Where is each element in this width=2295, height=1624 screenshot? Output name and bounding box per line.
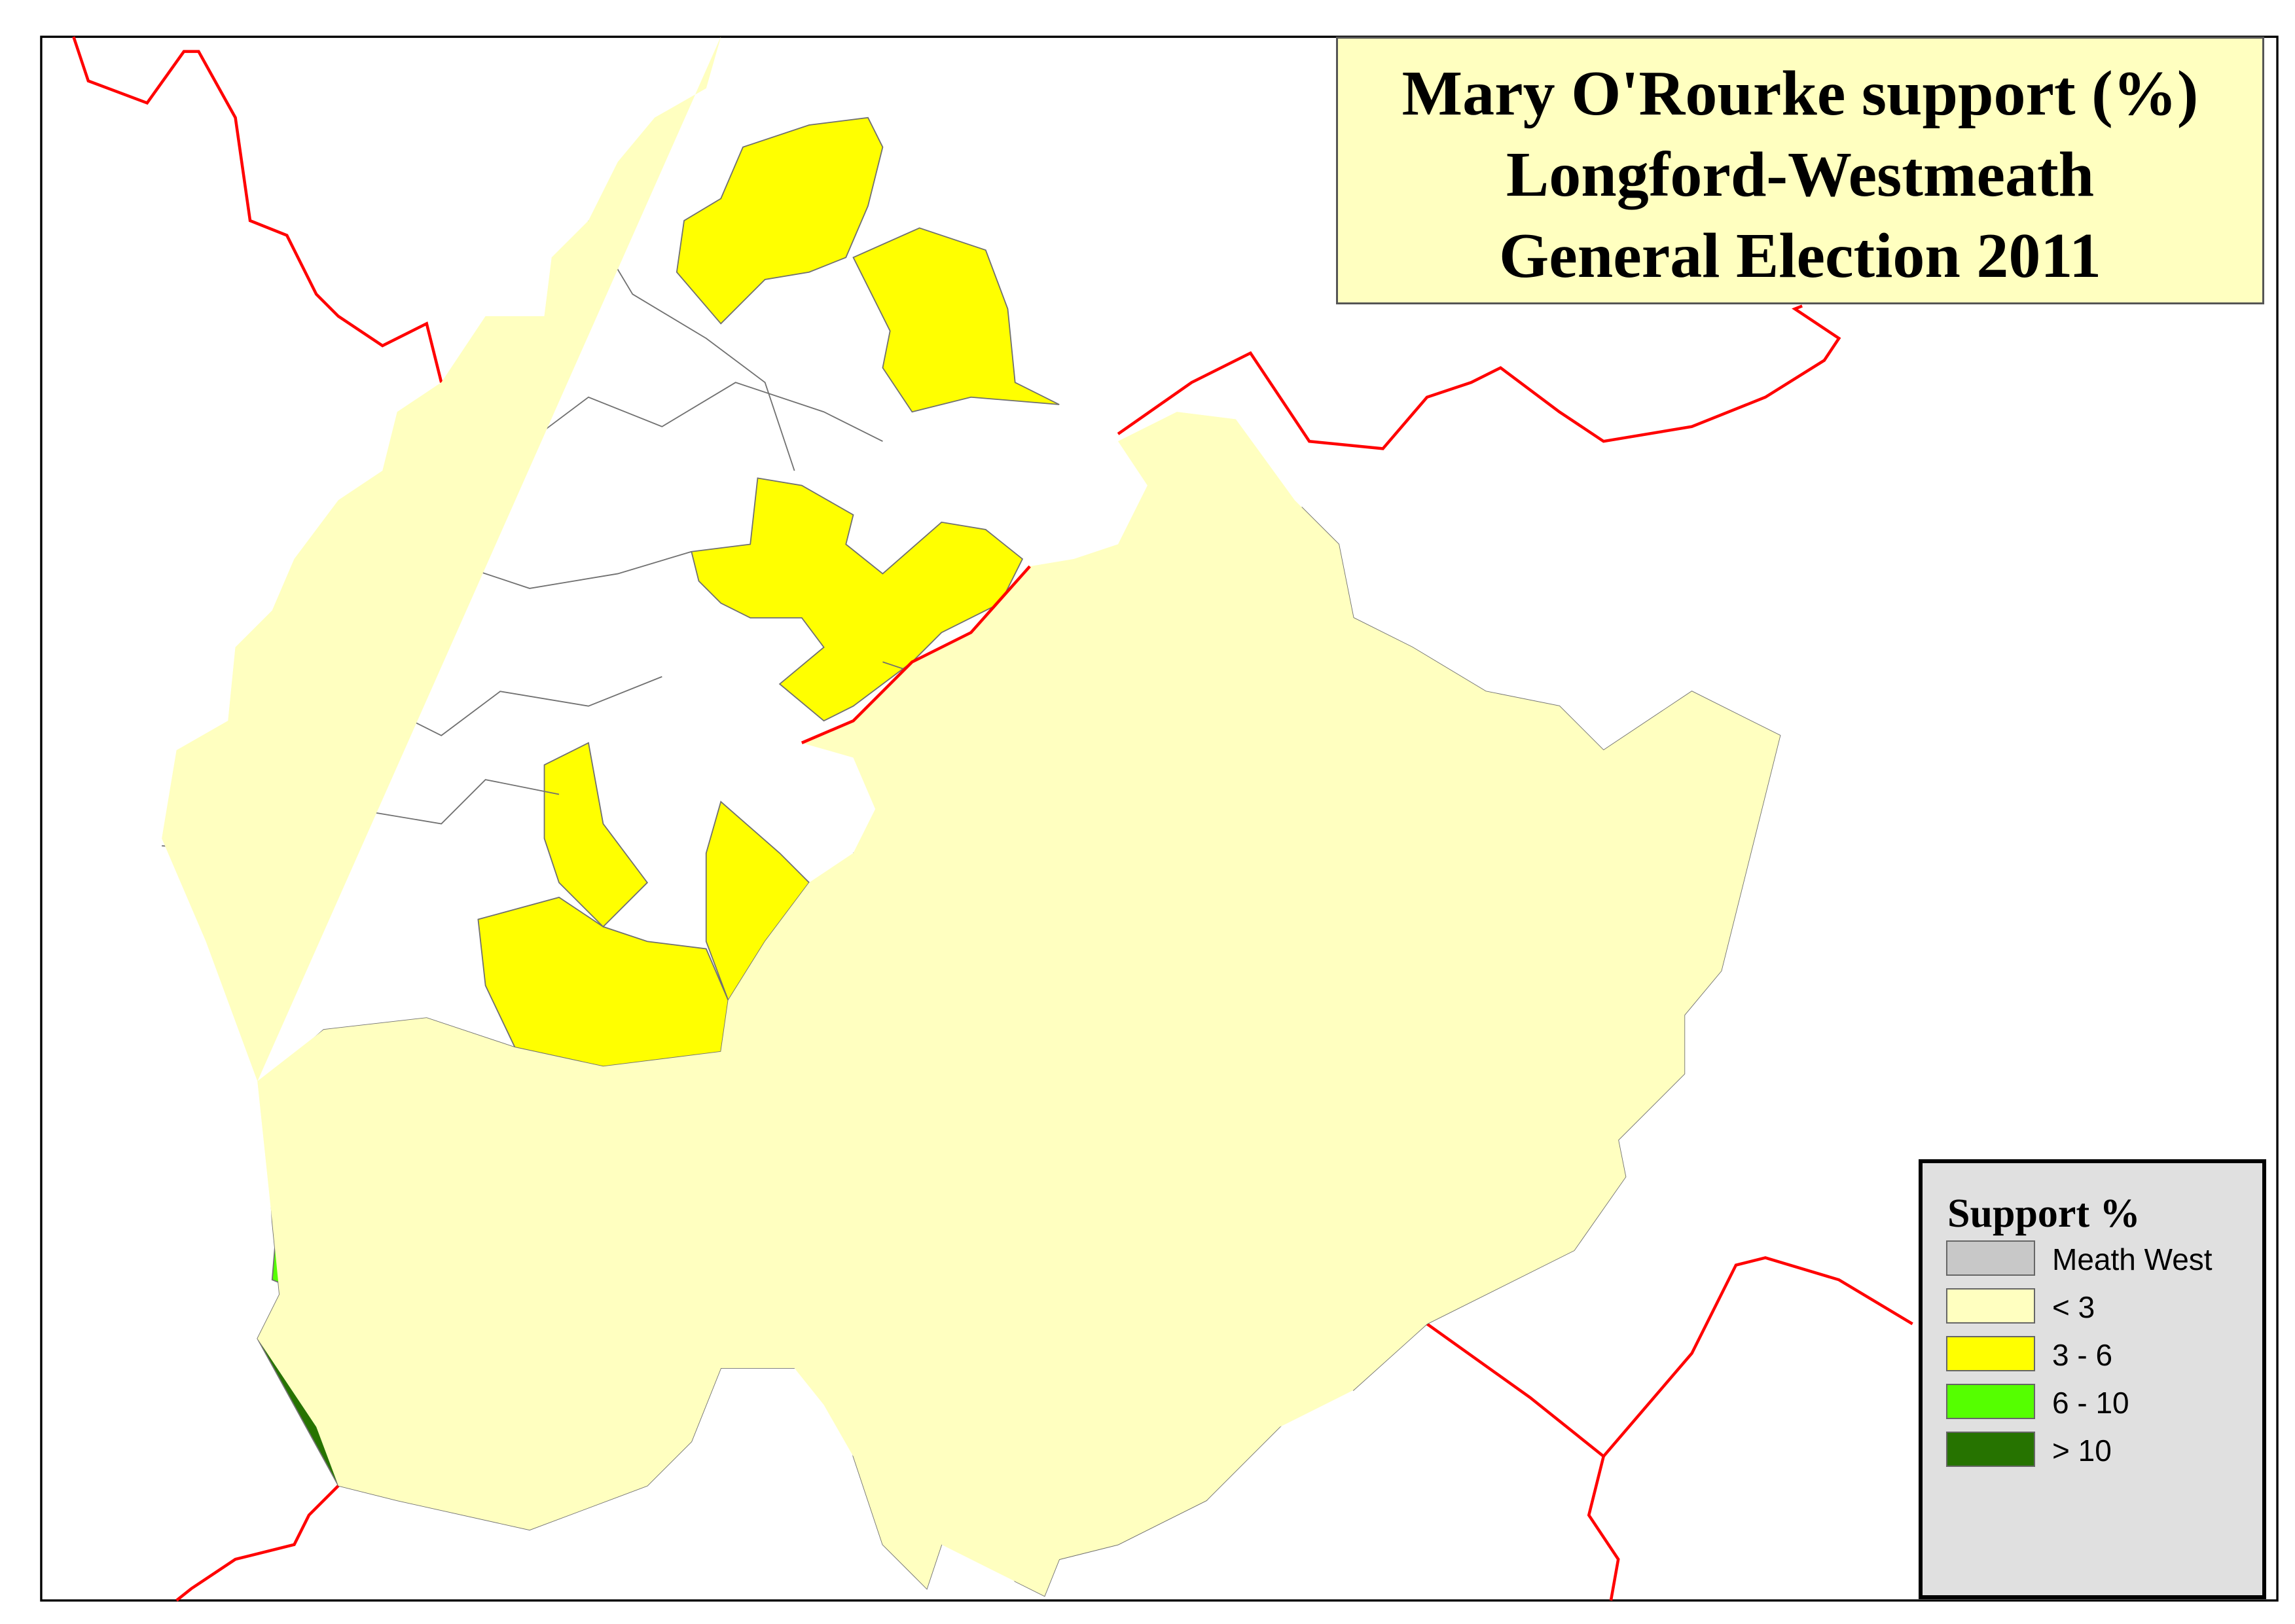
boundary-northwest	[72, 36, 443, 383]
boundary-southwest	[175, 1485, 340, 1602]
boundary-southeast	[1426, 1322, 1620, 1601]
title-line-1: Mary O'Rourke support (%)	[1401, 58, 2199, 129]
legend-swatch	[1946, 1432, 2035, 1467]
county-boundary-internal	[801, 565, 1031, 744]
legend-label: 3 - 6	[2052, 1338, 2113, 1372]
neighbouring-boundaries	[72, 36, 1913, 1602]
region-3to6-mid	[691, 477, 1024, 722]
legend-title: Support %	[1947, 1191, 2141, 1236]
legend-label: Meath West	[2052, 1242, 2213, 1276]
title-line-2: Longford-Westmeath	[1506, 139, 2095, 210]
legend-label: < 3	[2052, 1290, 2095, 1324]
legend: Support % Meath West < 3 3 - 6 6 - 10 > …	[1919, 1159, 2266, 1599]
legend-swatch	[1946, 1384, 2035, 1419]
title-line-3: General Election 2011	[1499, 221, 2101, 291]
region-3to6-north2	[852, 227, 1060, 413]
legend-swatch	[1946, 1288, 2035, 1324]
legend-swatch	[1946, 1336, 2035, 1371]
boundary-northeast	[1117, 304, 1841, 450]
legend-label: > 10	[2052, 1434, 2112, 1468]
legend-label: 6 - 10	[2052, 1386, 2129, 1420]
boundary-east	[1602, 1256, 1913, 1458]
legend-swatch	[1946, 1240, 2035, 1276]
region-3to6-north	[676, 117, 884, 325]
map-title: Mary O'Rourke support (%) Longford-Westm…	[1336, 37, 2264, 304]
region-3to6-west2	[543, 742, 649, 928]
